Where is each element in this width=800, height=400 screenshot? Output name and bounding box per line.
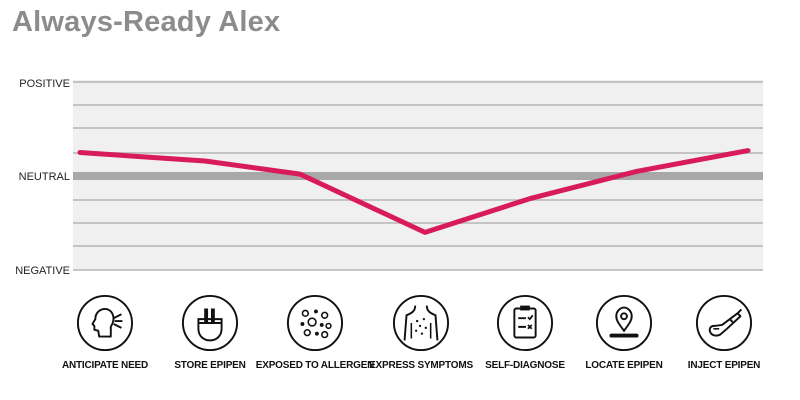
- skin-rash-body-icon: [392, 294, 450, 352]
- pocket-pens-icon: [181, 294, 239, 352]
- grid-lines: [73, 81, 763, 271]
- stage-label-locate-epipen: LOCATE EPIPEN: [585, 360, 663, 371]
- stage-label-inject-epipen: INJECT EPIPEN: [687, 360, 761, 371]
- y-label-negative: NEGATIVE: [15, 265, 70, 277]
- stage-label-anticipate-need: ANTICIPATE NEED: [61, 360, 149, 371]
- stage-label-store-epipen: STORE EPIPEN: [174, 360, 246, 371]
- head-thinking-icon: [76, 294, 134, 352]
- chart-title: Always-Ready Alex: [12, 6, 281, 38]
- location-pin-icon: [595, 294, 653, 352]
- checklist-clipboard-icon: [496, 294, 554, 352]
- stage-label-express-symptoms: EXPRESS SYMPTOMS: [369, 360, 473, 371]
- y-label-positive: POSITIVE: [19, 78, 70, 90]
- stage-label-exposed-to-allergen: EXPOSED TO ALLERGEN: [255, 360, 375, 371]
- y-label-neutral: NEUTRAL: [19, 171, 70, 183]
- sentiment-line: [77, 148, 751, 235]
- injector-pen-icon: [695, 294, 753, 352]
- allergen-particles-icon: [286, 294, 344, 352]
- stage-label-self-diagnose: SELF-DIAGNOSE: [485, 360, 565, 371]
